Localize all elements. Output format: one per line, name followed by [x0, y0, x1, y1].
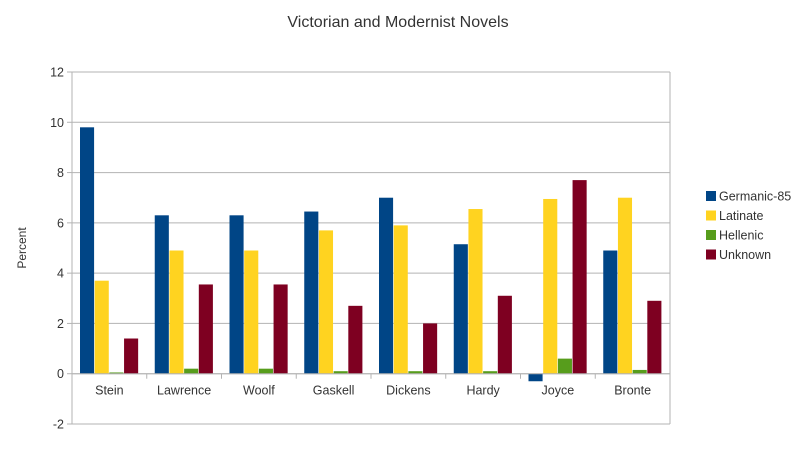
y-axis-label: Percent [15, 227, 29, 269]
bar [647, 300, 662, 374]
x-category-label: Gaskell [313, 384, 355, 398]
bar [154, 215, 169, 374]
x-axis [71, 373, 671, 379]
bar [393, 225, 408, 374]
y-tick-label: 0 [57, 367, 64, 381]
bar [603, 250, 618, 374]
bar [528, 373, 543, 382]
bar [408, 371, 423, 374]
y-tick-label: 4 [57, 267, 64, 281]
bar [497, 295, 512, 374]
chart-title: Victorian and Modernist Novels [287, 14, 508, 31]
bar [348, 305, 363, 374]
legend-swatch [706, 210, 716, 221]
bar [94, 280, 109, 374]
bar [109, 372, 124, 374]
bar [468, 209, 483, 374]
bar [198, 284, 213, 374]
bar [304, 211, 319, 374]
y-axis-ticks: -2 0 2 4 6 8 10 12 [50, 66, 72, 432]
bar [244, 250, 259, 374]
legend-label: Unknown [719, 248, 771, 262]
x-category-label: Dickens [386, 384, 430, 398]
bar [169, 250, 184, 374]
x-category-label: Hardy [466, 384, 500, 398]
legend-label: Germanic-85 [719, 190, 791, 204]
bar [124, 338, 139, 374]
x-axis-categories: Stein Lawrence Woolf Gaskell Dickens Hardy Joy… [95, 384, 651, 398]
bar [483, 371, 498, 374]
bar [184, 368, 199, 374]
bar [557, 358, 572, 374]
bar [333, 371, 348, 374]
legend-swatch [706, 230, 716, 240]
bar [258, 368, 273, 374]
bar [379, 197, 394, 374]
x-category-label: Joyce [542, 384, 575, 398]
bar [80, 127, 95, 374]
legend-label: Latinate [719, 209, 764, 223]
legend-swatch [706, 249, 716, 260]
x-category-label: Lawrence [157, 384, 211, 398]
bar [273, 284, 288, 374]
bar [423, 323, 438, 374]
x-category-label: Stein [95, 384, 124, 398]
bar [229, 215, 244, 374]
x-category-label: Bronte [614, 384, 651, 398]
legend: Germanic-85 Latinate Hellenic Unknown [706, 190, 791, 262]
bar [632, 369, 647, 374]
bar [318, 230, 334, 374]
bar [617, 197, 633, 374]
x-category-label: Woolf [243, 384, 275, 398]
bars [80, 127, 662, 382]
bar [572, 180, 587, 374]
bar [453, 244, 468, 374]
y-tick-label: -2 [53, 418, 64, 432]
legend-label: Hellenic [719, 229, 763, 243]
y-tick-label: 8 [57, 166, 64, 180]
y-tick-label: 12 [50, 66, 64, 80]
bar [543, 198, 558, 374]
y-tick-label: 2 [57, 317, 64, 331]
y-tick-label: 6 [57, 216, 64, 230]
y-tick-label: 10 [50, 116, 64, 130]
legend-swatch [706, 191, 716, 201]
